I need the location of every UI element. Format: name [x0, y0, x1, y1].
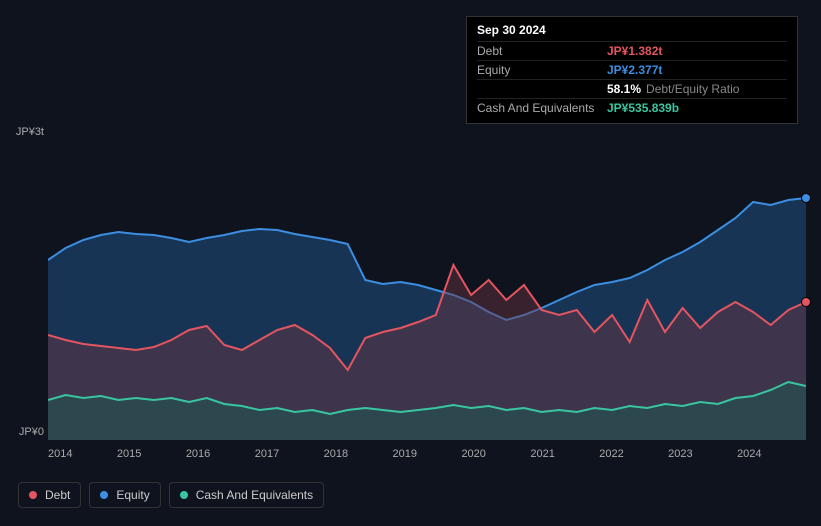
x-axis-label: 2019 — [393, 448, 462, 468]
chart-marker-debt — [801, 297, 811, 307]
tooltip-extra: Debt/Equity Ratio — [646, 82, 739, 96]
x-axis-label: 2015 — [117, 448, 186, 468]
tooltip-value: JP¥535.839b — [607, 101, 679, 115]
x-axis-label: 2016 — [186, 448, 255, 468]
tooltip-row: EquityJP¥2.377t — [477, 60, 787, 79]
tooltip-value: JP¥1.382t — [607, 44, 662, 58]
y-axis-label: JP¥3t — [0, 126, 44, 138]
x-axis-label: 2014 — [48, 448, 117, 468]
tooltip-label: Cash And Equivalents — [477, 101, 607, 115]
legend: Debt Equity Cash And Equivalents — [18, 482, 324, 508]
x-axis-label: 2024 — [737, 448, 806, 468]
tooltip-date: Sep 30 2024 — [477, 23, 787, 41]
chart-tooltip: Sep 30 2024 DebtJP¥1.382tEquityJP¥2.377t… — [466, 16, 798, 124]
tooltip-value: 58.1%Debt/Equity Ratio — [607, 82, 739, 96]
x-axis-label: 2017 — [255, 448, 324, 468]
legend-item-debt[interactable]: Debt — [18, 482, 81, 508]
legend-label: Debt — [45, 488, 70, 502]
x-axis: 2014201520162017201820192020202120222023… — [48, 448, 806, 468]
x-axis-label: 2023 — [668, 448, 737, 468]
legend-dot-icon — [100, 491, 108, 499]
tooltip-row: DebtJP¥1.382t — [477, 41, 787, 60]
legend-label: Cash And Equivalents — [196, 488, 313, 502]
chart-svg — [48, 140, 806, 440]
legend-label: Equity — [116, 488, 149, 502]
tooltip-label: Equity — [477, 63, 607, 77]
chart-area[interactable] — [48, 140, 806, 440]
x-axis-label: 2020 — [461, 448, 530, 468]
x-axis-label: 2021 — [530, 448, 599, 468]
tooltip-label — [477, 82, 607, 96]
x-axis-label: 2022 — [599, 448, 668, 468]
tooltip-value: JP¥2.377t — [607, 63, 662, 77]
legend-item-equity[interactable]: Equity — [89, 482, 160, 508]
legend-item-cash-and-equivalents[interactable]: Cash And Equivalents — [169, 482, 324, 508]
tooltip-row: Cash And EquivalentsJP¥535.839b — [477, 98, 787, 117]
x-axis-label: 2018 — [324, 448, 393, 468]
legend-dot-icon — [180, 491, 188, 499]
y-axis-label: JP¥0 — [0, 426, 44, 438]
legend-dot-icon — [29, 491, 37, 499]
chart-marker-equity — [801, 193, 811, 203]
tooltip-label: Debt — [477, 44, 607, 58]
tooltip-row: 58.1%Debt/Equity Ratio — [477, 79, 787, 98]
